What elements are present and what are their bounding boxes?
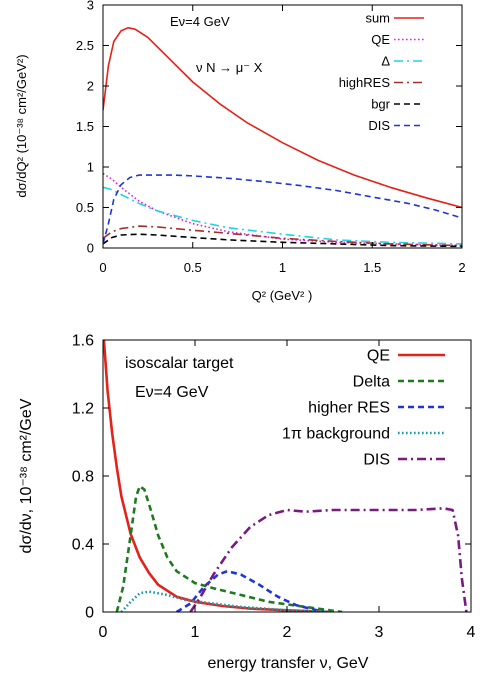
annotation: Eν=4 GeV: [170, 14, 230, 29]
series-line-1: [103, 172, 462, 247]
legend-label: 1π background: [282, 426, 390, 443]
legend-label: QE: [367, 348, 390, 365]
x-tick-label: 0.5: [184, 260, 202, 275]
x-tick-label: 0: [99, 260, 106, 275]
y-tick-label: 2.5: [76, 38, 94, 53]
legend-label: sum: [365, 11, 390, 26]
series-line-5: [103, 174, 462, 245]
x-tick-label: 2: [283, 624, 292, 641]
chart-panel-q2: 0 0.5 1 1.5 2 0 0.5 1 1.5 2 2.5 3 Q² (GeV² ) dσ/dQ² (…: [14, 0, 466, 303]
y-tick-label: 1.2: [72, 401, 94, 418]
x-tick-label: 4: [467, 624, 476, 641]
y-axis-label: dσ/dQ² (10⁻³⁸ cm²/GeV²): [14, 54, 29, 197]
y-tick-label: 0.4: [72, 537, 94, 554]
y-tick-label: 0: [85, 605, 94, 622]
plot-frame: [102, 339, 472, 613]
y-tick-label: 3: [87, 0, 94, 13]
y-tick-label: 0: [87, 241, 94, 256]
x-axis-label: Q² (GeV² ): [252, 288, 313, 303]
series-line-4: [189, 507, 468, 612]
legend-label: DIS: [363, 452, 390, 469]
y-tick-label: 1.6: [72, 333, 94, 350]
legend-label: QE: [371, 32, 390, 47]
x-tick-label: 2: [458, 260, 465, 275]
legend-label: Delta: [353, 374, 390, 391]
plot-frame: [102, 4, 463, 249]
x-axis-label: energy transfer ν, GeV: [208, 655, 369, 672]
series-group: [103, 26, 462, 248]
x-tick-label: 3: [375, 624, 384, 641]
legend-label: highRES: [339, 75, 391, 90]
legend-label: DIS: [368, 118, 390, 133]
series-line-3: [103, 225, 462, 247]
x-tick-label: 1: [279, 260, 286, 275]
series-line-0: [103, 340, 334, 612]
chart-panel-nu: 0 1 2 3 4 0 0.4 0.8 1.2 1.6 energy transfer ν, GeV…: [18, 333, 476, 672]
annotation: isoscalar target: [125, 355, 234, 372]
y-tick-label: 1: [87, 160, 94, 175]
y-tick-label: 1.5: [76, 119, 94, 134]
y-tick-label: 0.8: [72, 469, 94, 486]
series-line-2: [103, 186, 462, 245]
legend-label: Δ: [381, 54, 390, 69]
series-group: [103, 340, 468, 612]
x-tick-label: 1: [191, 624, 200, 641]
series-line-4: [103, 233, 462, 248]
x-tick-label: 1.5: [363, 260, 381, 275]
series-line-1: [115, 484, 343, 612]
series-line-0: [103, 26, 462, 209]
y-tick-label: 2: [87, 79, 94, 94]
y-axis-label: dσ/dν, 10⁻³⁸ cm²/GeV: [18, 398, 35, 553]
annotation: ν N → μ⁻ X: [196, 60, 263, 75]
legend-label: bgr: [371, 97, 390, 112]
y-tick-label: 0.5: [76, 200, 94, 215]
x-tick-label: 0: [99, 624, 108, 641]
annotation: Eν=4 GeV: [135, 384, 209, 401]
series-line-2: [175, 569, 325, 612]
legend-label: higher RES: [308, 400, 390, 417]
series-line-3: [120, 590, 334, 612]
